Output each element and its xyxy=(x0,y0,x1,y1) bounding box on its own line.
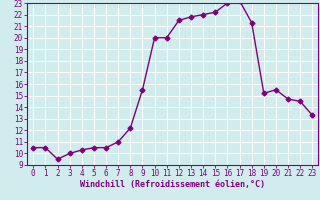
X-axis label: Windchill (Refroidissement éolien,°C): Windchill (Refroidissement éolien,°C) xyxy=(80,180,265,189)
